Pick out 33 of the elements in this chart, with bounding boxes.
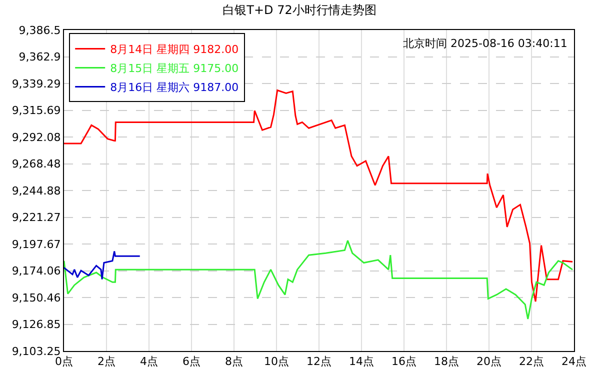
legend-label: 8月16日 星期六 9187.00 (110, 81, 239, 94)
x-tick-label: 8点 (225, 355, 243, 368)
y-tick-label: 9,197.67 (12, 238, 61, 251)
x-tick-label: 4点 (140, 355, 158, 368)
annotation: 北京时间 2025-08-16 03:40:11 (403, 37, 568, 50)
x-tick-label: 2点 (98, 355, 116, 368)
y-tick-label: 9,103.25 (12, 344, 61, 358)
x-tick-label: 16点 (392, 355, 416, 368)
line-series (64, 240, 574, 320)
y-tick-label: 9,362.9 (18, 50, 61, 64)
y-tick-label: 9,174.06 (12, 264, 61, 278)
x-tick-label: 12点 (306, 355, 332, 368)
chart-title: 白银T+D 72小时行情走势图 (222, 3, 376, 18)
y-tick-label: 9,268.48 (12, 158, 61, 171)
y-tick-label: 9,315.69 (12, 104, 61, 118)
y-tick-label: 9,126.85 (12, 318, 61, 332)
x-tick-label: 22点 (519, 355, 544, 368)
x-tick-label: 6点 (182, 355, 200, 368)
legend-label: 8月14日 星期四 9182.00 (110, 43, 239, 56)
x-tick-label: 18点 (434, 355, 459, 368)
y-tick-label: 9,150.46 (12, 291, 61, 304)
x-tick-label: 10点 (264, 355, 289, 368)
x-tick-label: 0点 (55, 355, 73, 368)
line-series (64, 250, 141, 280)
legend-label: 8月15日 星期五 9175.00 (110, 62, 239, 75)
x-tick-label: 14点 (349, 355, 374, 368)
y-tick-label: 9,386.5 (18, 24, 61, 37)
y-tick-label: 9,244.88 (12, 184, 61, 198)
y-tick-label: 9,221.27 (12, 211, 61, 224)
y-tick-label: 9,292.08 (12, 130, 61, 144)
x-tick-label: 24点 (562, 355, 586, 368)
y-tick-label: 9,339.29 (12, 77, 61, 90)
x-tick-label: 20点 (476, 355, 502, 368)
